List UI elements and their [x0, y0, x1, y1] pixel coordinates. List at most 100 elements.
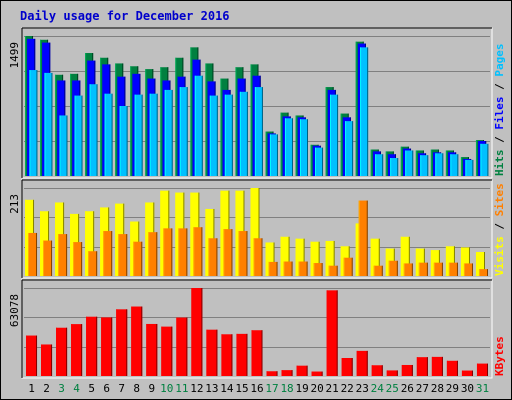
bar-pages [360, 47, 369, 177]
bar-visits [295, 238, 305, 276]
x-tick-label: 15 [235, 382, 248, 395]
y-max-label: 1499 [8, 42, 21, 69]
bar-pages [59, 115, 68, 176]
x-tick-label: 19 [295, 382, 308, 395]
legend-separator: / [493, 77, 506, 97]
x-tick-label: 23 [356, 382, 369, 395]
bar-pages [284, 118, 293, 176]
bar-kbytes [41, 344, 53, 376]
bar-sites [43, 240, 53, 276]
bar-sites [448, 262, 458, 276]
bar-pages [420, 155, 429, 176]
legend-visits: Visits [493, 236, 506, 276]
bar-pages [345, 121, 354, 176]
panel-legend: Hits / Files / Pages [493, 44, 506, 177]
x-tick-label: 6 [103, 382, 110, 395]
bar-kbytes [56, 327, 68, 376]
bar-pages [134, 94, 143, 176]
bar-visits [85, 211, 95, 276]
bar-pages [390, 158, 399, 176]
x-axis-labels: 1 2 3 4 5 6 7 8 9 10 11 12 13 14 15 16 17 18 19 20 21 22 23 24 2… [28, 382, 489, 395]
bar-kbytes [116, 309, 128, 376]
y-max-label: 63078 [8, 294, 21, 327]
panel-top: 1499 Hits / Files / Pages [8, 27, 506, 179]
x-tick-label: 25 [386, 382, 399, 395]
bar-pages [435, 153, 444, 176]
x-tick-label: 21 [326, 382, 339, 395]
bar-sites [373, 265, 383, 276]
bar-sites [103, 231, 113, 276]
bar-kbytes [206, 329, 218, 376]
bar-kbytes [236, 333, 248, 376]
bar-kbytes [416, 357, 428, 376]
x-tick-label: 9 [148, 382, 155, 395]
bar-visits [325, 240, 335, 276]
bar-sites [28, 232, 38, 276]
bar-sites [328, 265, 338, 276]
bar-visits [475, 252, 485, 276]
bar-visits [250, 188, 260, 276]
bar-pages [224, 94, 233, 176]
x-tick-label: 16 [250, 382, 263, 395]
chart-panels: 1499 Hits / Files / Pages 213 Visits / Site… [8, 27, 506, 379]
bar-kbytes [146, 323, 158, 376]
bar-visits [265, 242, 275, 276]
bar-sites [133, 241, 143, 276]
bar-pages [405, 150, 414, 176]
bar-pages [29, 70, 38, 176]
bar-sites [418, 262, 428, 276]
bar-pages [149, 93, 158, 176]
panel-legend: KBytes [493, 336, 506, 376]
bar-kbytes [26, 335, 38, 376]
panel-middle: 213 Visits / Sites [8, 179, 506, 279]
x-tick-label: 18 [280, 382, 293, 395]
bar-sites [463, 263, 473, 276]
bar-kbytes [341, 358, 353, 376]
bar-sites [268, 261, 278, 276]
legend-text: Visits / Sites [493, 183, 506, 276]
bar-sites [118, 234, 128, 276]
bar-kbytes [461, 370, 473, 376]
chart-title: Daily usage for December 2016 [20, 9, 230, 23]
bar-kbytes [371, 365, 383, 376]
bar-sites [163, 228, 173, 276]
legend-pages: Pages [493, 44, 506, 77]
bar-kbytes [131, 306, 143, 376]
x-tick-label: 8 [133, 382, 140, 395]
x-tick-label: 26 [401, 382, 414, 395]
bar-pages [74, 95, 83, 176]
bar-pages [194, 75, 203, 176]
bar-kbytes [326, 290, 338, 376]
bar-kbytes [266, 371, 278, 376]
panel-legend: Visits / Sites [493, 183, 506, 276]
y-max-label: 213 [8, 194, 21, 214]
legend-kbytes: KBytes [493, 336, 506, 376]
bar-kbytes [356, 350, 368, 376]
x-tick-label: 13 [205, 382, 218, 395]
bar-sites [208, 238, 218, 276]
bar-visits [310, 241, 320, 276]
bar-sites [148, 232, 158, 276]
bar-sites [358, 200, 368, 276]
x-tick-label: 5 [88, 382, 95, 395]
bar-visits [415, 248, 425, 276]
x-tick-label: 20 [311, 382, 324, 395]
bar-pages [465, 159, 474, 176]
bar-visits [280, 236, 290, 276]
bar-sites [343, 257, 353, 276]
bar-kbytes [401, 364, 413, 376]
legend-text: Hits / Files / Pages [493, 44, 506, 177]
x-tick-label: 12 [190, 382, 203, 395]
bar-kbytes [176, 317, 188, 376]
bar-pages [44, 72, 53, 176]
x-tick-label: 1 [28, 382, 35, 395]
bar-pages [315, 147, 324, 176]
x-tick-label: 22 [341, 382, 354, 395]
bar-sites [403, 263, 413, 276]
bar-sites [73, 242, 83, 276]
legend-separator: / [493, 216, 506, 236]
bar-visits [400, 236, 410, 276]
bar-kbytes [101, 317, 113, 376]
bar-pages [375, 154, 384, 176]
